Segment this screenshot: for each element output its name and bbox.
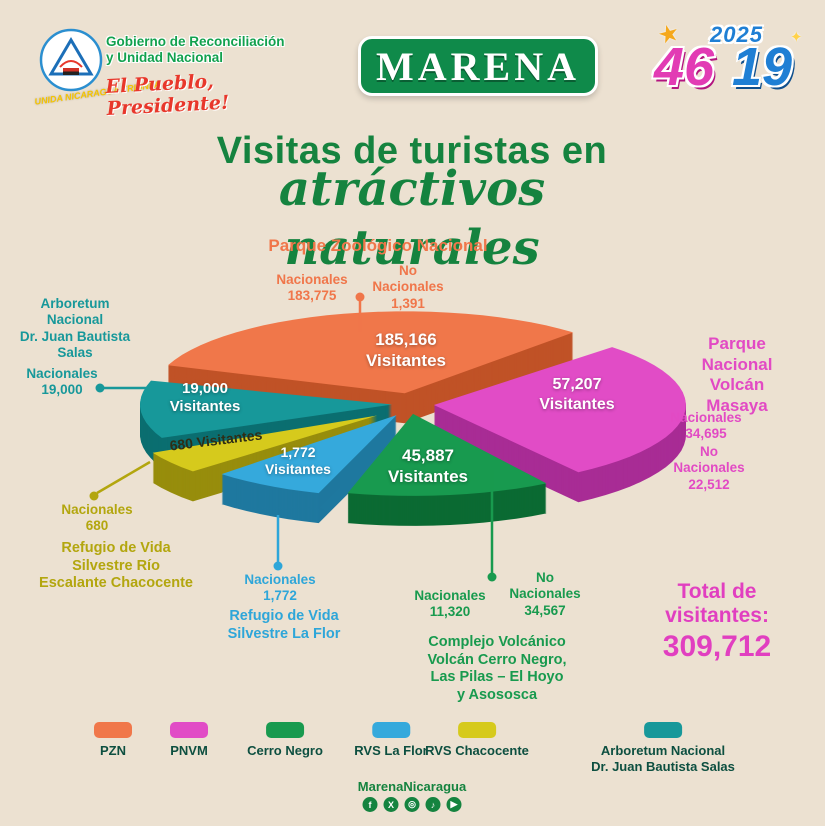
gov-slogan: El Pueblo, Presidente!: [105, 70, 230, 120]
slice-visitors-pzn: 185,166 Visitantes: [365, 330, 447, 370]
gov-title-line2: y Unidad Nacional: [106, 49, 224, 65]
legend-label-chacocente: RVS Chacocente: [425, 743, 529, 758]
legend-label-pzn: PZN: [100, 743, 126, 758]
legend-label-pnvm: PNVM: [170, 743, 208, 758]
anniversary-46-19-logo: ★ 2025 46 19 ✦: [650, 19, 815, 110]
instagram-icon: ◎: [404, 797, 420, 812]
slice-visitors-chacocente: 680 Visitantes: [168, 426, 264, 454]
slice-no-nacionales-cerro-negro: No Nacionales 34,567: [509, 570, 581, 618]
page-title-line1: Visitas de turistas en: [216, 130, 608, 172]
legend-label-arboretum: Arboretum Nacional Dr. Juan Bautista Sal…: [591, 743, 735, 774]
legend-item-chacocente: RVS Chacocente: [425, 722, 529, 759]
slice-nacionales-pzn: Nacionales 183,775: [276, 272, 348, 304]
legend-item-arboretum: Arboretum Nacional Dr. Juan Bautista Sal…: [591, 722, 735, 774]
sparkle-icon: ✦: [790, 29, 803, 46]
slice-visitors-cerro-negro: 45,887 Visitantes: [387, 446, 469, 486]
slice-no-nacionales-pzn: No Nacionales 1,391: [372, 263, 444, 311]
marena-logo-text: MARENA: [376, 43, 580, 89]
anniversary-19: 19: [732, 37, 793, 97]
nicaragua-emblem-icon: [39, 28, 103, 92]
slice-name-cerro-negro: Complejo Volcánico Volcán Cerro Negro, L…: [427, 634, 567, 704]
total-visitors-value: 309,712: [662, 630, 772, 663]
legend: PZN PNVM Cerro Negro RVS La Flor RVS Cha…: [0, 722, 825, 777]
social-handle: MarenaNicaragua: [357, 779, 467, 794]
x-icon: X: [383, 797, 399, 812]
social-icons: f X ◎ ♪ ▶: [362, 797, 462, 812]
government-header: Gobierno de Reconciliación y Unidad Naci…: [105, 34, 336, 120]
legend-label-cerro-negro: Cerro Negro: [247, 743, 323, 758]
slice-visitors-arboretum: 19,000 Visitantes: [169, 380, 241, 416]
legend-swatch-chacocente: [457, 722, 496, 738]
slice-nacionales-chacocente: Nacionales 680: [61, 502, 133, 534]
legend-item-cerro-negro: Cerro Negro: [247, 722, 323, 759]
total-visitors-label: Total de visitantes:: [665, 580, 769, 628]
slice-no-nacionales-pnvm: No Nacionales 22,512: [673, 444, 745, 492]
gov-title-line1: Gobierno de Reconciliación: [106, 34, 285, 49]
slice-name-la-flor: Refugio de Vida Silvestre La Flor: [227, 608, 341, 642]
slice-visitors-la-flor: 1,772 Visitantes: [265, 444, 331, 478]
legend-item-pnvm: PNVM: [170, 722, 208, 759]
legend-item-pzn: PZN: [94, 722, 132, 759]
slice-name-arboretum: Arboretum Nacional Dr. Juan Bautista Sal…: [19, 296, 131, 361]
slice-nacionales-pnvm: Nacionales 34,695: [670, 410, 742, 442]
legend-swatch-arboretum: [644, 722, 682, 738]
slice-name-pnvm: Parque Nacional Volcán Masaya: [701, 334, 773, 416]
slice-name-pzn: Parque Zoológico Nacional: [268, 236, 488, 255]
legend-swatch-pzn: [94, 722, 132, 738]
slice-nacionales-la-flor: Nacionales 1,772: [244, 572, 316, 604]
anniversary-46: 46: [654, 37, 715, 97]
slice-nacionales-arboretum: Nacionales 19,000: [26, 366, 98, 398]
slice-visitors-pnvm: 57,207 Visitantes: [539, 376, 615, 413]
legend-swatch-la-flor: [371, 722, 410, 738]
legend-label-la-flor: RVS La Flor: [354, 743, 428, 758]
facebook-icon: f: [362, 797, 378, 812]
slice-nacionales-cerro-negro: Nacionales 11,320: [414, 588, 486, 620]
tiktok-icon: ♪: [425, 797, 441, 812]
legend-swatch-cerro-negro: [265, 722, 304, 738]
marena-logo: MARENA: [358, 36, 598, 96]
page-title-line2: atráctivos naturales: [278, 161, 546, 276]
slice-name-chacocente: Refugio de Vida Silvestre Río Escalante …: [39, 540, 193, 592]
youtube-icon: ▶: [446, 797, 462, 812]
legend-swatch-pnvm: [170, 722, 208, 738]
legend-item-la-flor: RVS La Flor: [354, 722, 428, 759]
anniversary-year: 2025: [710, 22, 763, 47]
